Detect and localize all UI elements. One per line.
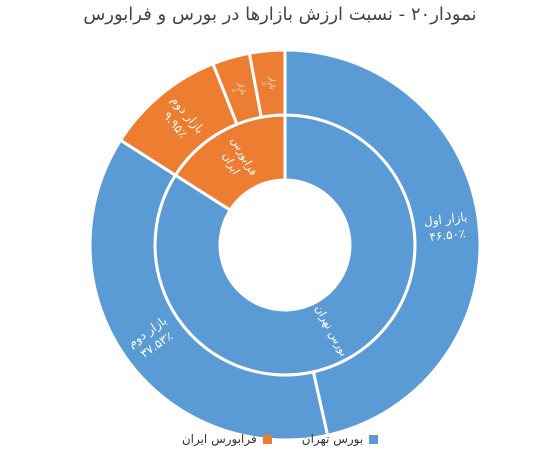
outer-label-4: بازار٪ xyxy=(259,75,276,90)
outer-label-0: بازار اول۴۶.۵۰٪ xyxy=(423,210,470,245)
legend-label-tehran: بورس تهران xyxy=(301,432,364,446)
legend-item-farabourse: فرابورس ایران xyxy=(182,432,272,446)
outer-segment-4 xyxy=(247,48,287,119)
legend-label-farabourse: فرابورس ایران xyxy=(181,432,257,446)
legend-item-tehran: بورس تهران xyxy=(301,432,379,446)
legend-swatch-tehran xyxy=(369,434,379,444)
chart-title: نمودار۲۰ - نسبت ارزش بازارها در بورس و ف… xyxy=(83,4,477,25)
outer-label-3: بازار٪ xyxy=(228,80,247,98)
chart-legend: بورس تهران فرابورس ایران xyxy=(0,432,560,446)
outer-segment-0 xyxy=(283,48,482,438)
legend-swatch-farabourse xyxy=(262,434,272,444)
outer-segment-1 xyxy=(88,138,330,442)
